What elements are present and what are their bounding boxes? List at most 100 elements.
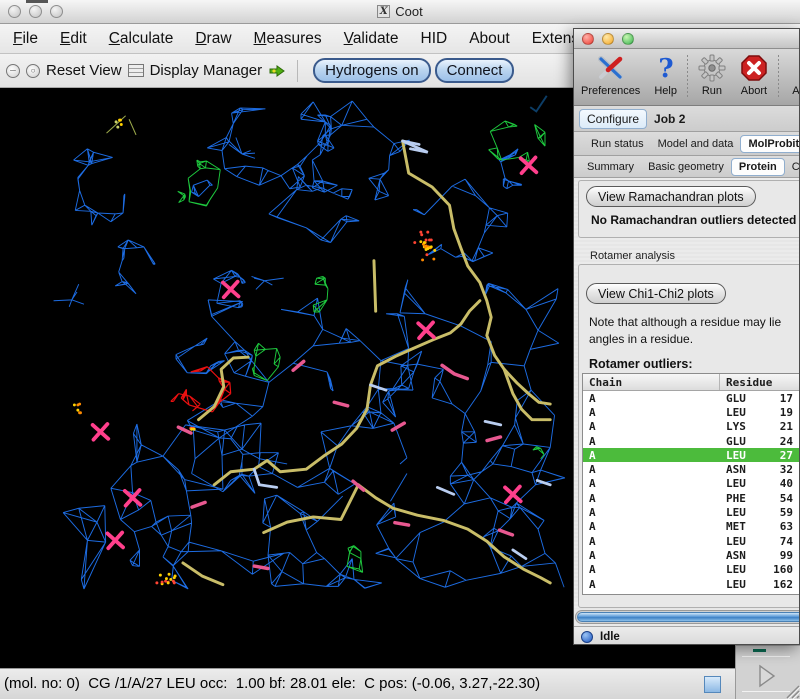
view-chi1-chi2-plots-button[interactable]: View Chi1-Chi2 plots <box>586 283 726 304</box>
tab-basic-geometry[interactable]: Basic geometry <box>648 160 724 173</box>
undo-icon[interactable]: ─ <box>6 63 20 78</box>
view-ramachandran-plots-button[interactable]: View Ramachandran plots <box>586 186 756 207</box>
cell-chain: A <box>589 563 596 577</box>
green-arrow-icon[interactable] <box>268 64 286 78</box>
rotamer-row-leu-74[interactable]: A LEU 74 <box>583 534 799 548</box>
rotamer-row-met-63[interactable]: A MET 63 <box>583 520 799 534</box>
tab-molprobity[interactable]: MolProbity <box>740 134 799 153</box>
reset-view-button[interactable]: Reset View <box>46 62 122 79</box>
scrollbar-thumb[interactable] <box>577 612 799 622</box>
rotamer-row-lys-21[interactable]: A LYS 21 <box>583 420 799 434</box>
column-header-residue[interactable]: Residue <box>726 375 773 389</box>
molecule-color-swatch <box>704 676 721 693</box>
menu-edit[interactable]: Edit <box>49 30 98 48</box>
result-tabs: Run status Model and data MolProbity <box>574 132 799 156</box>
table-header: Chain Residue <box>583 374 799 391</box>
rotamer-row-leu-19[interactable]: A LEU 19 <box>583 405 799 419</box>
connect-button[interactable]: Connect <box>434 58 515 83</box>
record-icon[interactable]: ○ <box>26 63 40 78</box>
cell-residue-number: 24 <box>779 434 793 448</box>
ramachandran-message: No Ramachandran outliers detected <box>591 213 797 227</box>
molprobity-subtabs: Summary Basic geometry Protein Cl <box>574 156 800 178</box>
cell-residue-number: 19 <box>779 405 793 419</box>
tool-label: Run <box>701 85 723 97</box>
dock-divider <box>742 656 790 657</box>
cell-chain: A <box>589 463 596 477</box>
run-tool-button[interactable]: Run <box>691 53 733 97</box>
tab-cl[interactable]: Cl <box>791 160 800 173</box>
rotamer-row-leu-40[interactable]: A LEU 40 <box>583 477 799 491</box>
horizontal-scrollbar[interactable] <box>575 610 799 624</box>
toolbar-separator <box>686 55 688 99</box>
resize-grip[interactable] <box>784 683 800 699</box>
hydrogens-on-button[interactable]: Hydrogens on <box>313 58 431 83</box>
rotamer-row-phe-168[interactable]: A PHE168 <box>583 591 799 594</box>
tab-run-status[interactable]: Run status <box>591 137 644 150</box>
cell-chain: A <box>589 434 596 448</box>
window-close-button[interactable] <box>8 5 21 18</box>
menu-draw[interactable]: Draw <box>184 30 242 48</box>
display-manager-icon[interactable] <box>127 64 144 77</box>
cell-residue-name: GLU <box>726 391 746 405</box>
abort-tool-button[interactable]: Abort <box>733 53 775 97</box>
tool-label: Preferences <box>581 85 641 97</box>
menu-file[interactable]: File <box>2 30 49 48</box>
rotamer-row-leu-59[interactable]: A LEU 59 <box>583 505 799 520</box>
tab-model-and-data[interactable]: Model and data <box>657 137 734 150</box>
cell-residue-number: 59 <box>779 506 793 520</box>
menu-calculate[interactable]: Calculate <box>98 30 185 48</box>
rotamer-row-asn-32[interactable]: A ASN 32 <box>583 462 799 477</box>
preferences-tool-button[interactable]: Preferences <box>574 53 647 97</box>
menu-label-rest: alidate <box>352 29 399 47</box>
menu-label-rest: ile <box>22 29 38 47</box>
menu-about[interactable]: About <box>469 29 510 47</box>
rotamer-row-phe-54[interactable]: A PHE 54 <box>583 491 799 505</box>
expand-triangle-icon[interactable] <box>754 663 780 689</box>
panel-status-text: Idle <box>600 630 620 643</box>
tab-job-2[interactable]: Job 2 <box>654 111 686 126</box>
rotamer-row-leu-160[interactable]: A LEU 160 <box>583 563 799 577</box>
cell-chain: A <box>589 491 596 505</box>
column-header-chain[interactable]: Chain <box>583 374 720 390</box>
menu-accel-letter: M <box>253 29 267 47</box>
clipped-tool-button[interactable]: A <box>782 53 800 97</box>
menu-validate[interactable]: Validate <box>333 30 410 48</box>
rotamer-row-leu-27[interactable]: A LEU 27 <box>583 448 799 463</box>
atom-status-text: (mol. no: 0) CG /1/A/27 LEU occ: 1.00 bf… <box>4 675 541 692</box>
tool-label: A <box>792 85 800 97</box>
ramachandran-frame: View Ramachandran plots No Ramachandran … <box>578 180 799 238</box>
window-minimize-button[interactable] <box>29 5 42 18</box>
toolbar-separator <box>777 55 779 99</box>
tab-summary[interactable]: Summary <box>587 160 635 173</box>
rotamer-outliers-table: Chain Residue A GLU 17 A LEU 19 A LYS 21 A GLU 24 A L… <box>582 373 799 595</box>
abort-icon <box>740 53 768 83</box>
cell-residue-number: 17 <box>779 391 793 405</box>
rotamer-row-glu-17[interactable]: A GLU 17 <box>583 391 799 405</box>
panel-minimize-button[interactable] <box>602 32 614 45</box>
toolbar-toggle-buttons: Hydrogens on Connect <box>313 58 515 83</box>
job-tabs: Configure Job 2 <box>574 106 799 132</box>
help-tool-button[interactable]: ? Help <box>647 53 684 97</box>
window-title: X Coot <box>0 4 800 19</box>
menu-measures[interactable]: Measures <box>243 30 333 48</box>
svg-text:?: ? <box>658 54 673 82</box>
rotamer-row-asn-99[interactable]: A ASN 99 <box>583 548 799 562</box>
cell-residue-number: 63 <box>779 520 793 534</box>
cell-chain: A <box>589 548 596 562</box>
dock-divider <box>742 691 790 692</box>
panel-zoom-button[interactable] <box>622 32 634 45</box>
cell-residue-name: PHE <box>726 592 766 594</box>
help-icon: ? <box>655 53 677 83</box>
window-zoom-button[interactable] <box>50 5 63 18</box>
rotamer-row-glu-24[interactable]: A GLU 24 <box>583 434 799 448</box>
tab-protein[interactable]: Protein <box>730 157 785 176</box>
menu-hid[interactable]: HID <box>420 29 448 47</box>
panel-close-button[interactable] <box>582 32 594 45</box>
menu-label-rest: dit <box>70 29 87 47</box>
rotamer-row-leu-162[interactable]: A LEU 162 <box>583 577 799 591</box>
cell-chain: A <box>589 506 596 520</box>
cell-residue-name: GLU <box>726 434 746 448</box>
cell-residue-name: LEU <box>726 448 746 462</box>
tab-configure[interactable]: Configure <box>579 108 648 129</box>
display-manager-button[interactable]: Display Manager <box>149 62 263 79</box>
